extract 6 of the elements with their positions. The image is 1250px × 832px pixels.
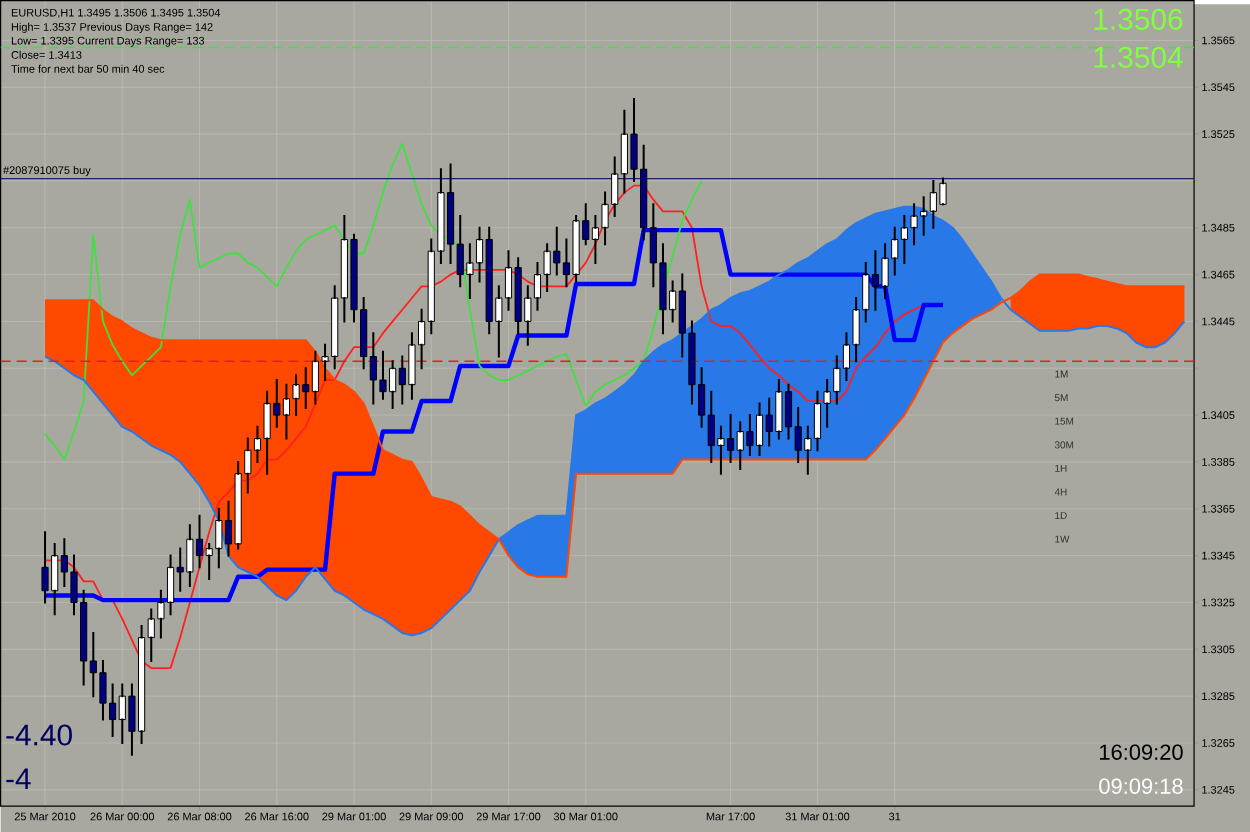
annotation: -4.40 bbox=[6, 724, 72, 746]
text: -4 bbox=[6, 768, 31, 789]
annotation: 09:09:18 bbox=[1099, 778, 1183, 794]
annotation: 16:09:20 bbox=[1100, 744, 1183, 760]
annotation: 1.3504 bbox=[1094, 46, 1183, 68]
annotation: 1.3506 bbox=[1094, 8, 1183, 30]
